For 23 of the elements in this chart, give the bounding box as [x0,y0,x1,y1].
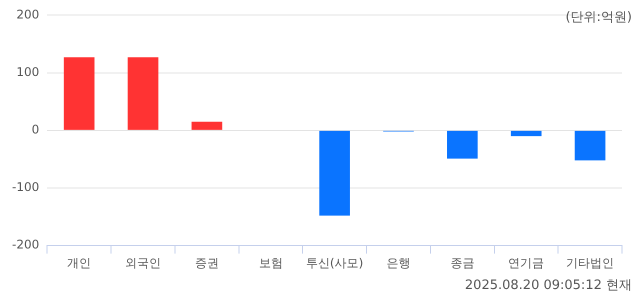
bar [192,122,222,130]
bar [574,130,606,160]
y-tick-label: 100 [16,64,40,79]
x-tick-label: 보험 [258,256,283,270]
bar [447,130,478,159]
x-tick-label: 증권 [194,256,219,270]
x-tick-label: 개인 [67,256,92,270]
y-tick-label: -200 [12,238,40,252]
y-tick-label: 0 [32,122,40,137]
x-tick-label: 연기금 [508,256,544,270]
bar [128,57,158,130]
bar [319,130,350,216]
y-tick-label: 200 [16,7,40,22]
x-tick-label: 투신(사모) [306,256,364,270]
x-tick-label: 종금 [450,256,474,270]
bar [510,130,542,136]
x-tick-label: 외국인 [125,256,162,270]
y-tick-label: -100 [12,180,40,194]
bar [64,57,94,130]
x-tick-label: 기타법인 [566,256,614,270]
text: 2025.08.20 09:05:12 현재 [464,277,632,294]
annotation: (단위:억원) [565,9,632,26]
x-tick-label: 은행 [386,256,410,270]
